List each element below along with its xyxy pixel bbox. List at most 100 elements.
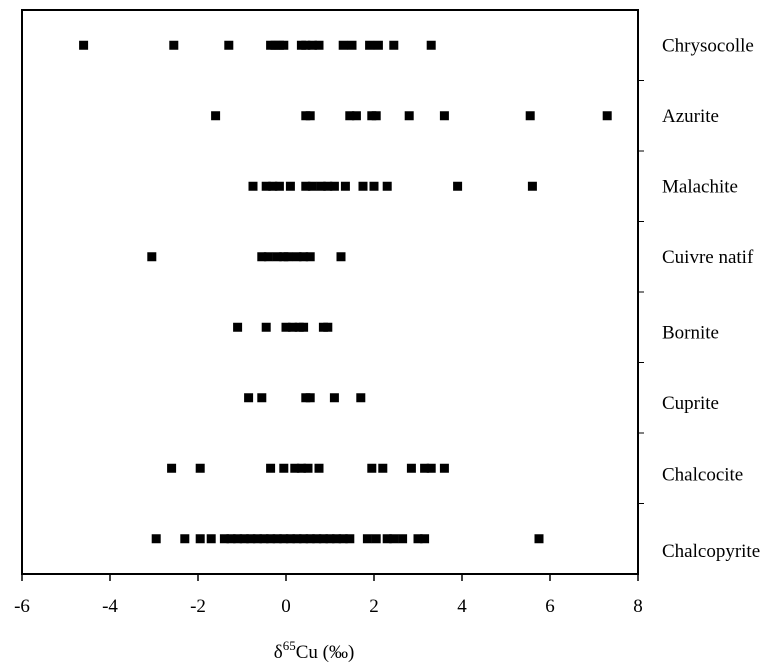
data-point [312, 534, 322, 544]
data-point [413, 534, 423, 544]
data-point [336, 252, 346, 262]
data-point [301, 181, 311, 191]
category-label: Chalcocite [662, 464, 743, 485]
data-point [272, 252, 282, 262]
data-point [373, 40, 383, 50]
data-point [439, 463, 449, 473]
data-point [279, 534, 289, 544]
data-point [257, 252, 267, 262]
x-axis-title: δ65Cu (‰) [274, 638, 355, 663]
data-point [404, 111, 414, 121]
data-point [371, 111, 381, 121]
category-label: Cuivre natif [662, 247, 754, 268]
data-point [420, 463, 430, 473]
data-point [338, 534, 348, 544]
data-point [329, 393, 339, 403]
data-point [426, 463, 436, 473]
data-point [299, 534, 309, 544]
data-point [367, 463, 377, 473]
data-point [340, 181, 350, 191]
data-point [325, 534, 335, 544]
x-tick-label: -6 [14, 596, 30, 617]
data-point [290, 463, 300, 473]
data-point [382, 534, 392, 544]
data-point [226, 534, 236, 544]
data-point [534, 534, 544, 544]
data-point [259, 534, 269, 544]
data-point [244, 393, 254, 403]
data-point [285, 181, 295, 191]
x-axis-ticks: -6 -4 -2 0 2 4 6 8 [14, 574, 643, 617]
data-point [233, 322, 243, 332]
data-point [318, 534, 328, 544]
data-point [305, 252, 315, 262]
data-point [219, 534, 229, 544]
data-point [332, 534, 342, 544]
data-point [285, 534, 295, 544]
category-label: Malachite [662, 176, 738, 197]
x-axis-title-rest: Cu (‰) [296, 642, 355, 663]
data-point [338, 40, 348, 50]
data-point [453, 181, 463, 191]
data-point [299, 252, 309, 262]
data-point [389, 534, 399, 544]
data-point [288, 322, 298, 332]
data-point [266, 463, 276, 473]
data-point [305, 393, 315, 403]
data-point [301, 40, 311, 50]
data-point [195, 534, 205, 544]
data-point [362, 534, 372, 544]
data-point [347, 40, 357, 50]
category-ticks [638, 80, 644, 504]
x-axis-title-superscript: 65 [283, 638, 296, 653]
data-point [263, 252, 273, 262]
data-point [323, 322, 333, 332]
data-point [169, 40, 179, 50]
x-tick-label: 6 [545, 596, 555, 617]
data-point [420, 534, 430, 544]
data-point [345, 111, 355, 121]
x-tick-label: 8 [633, 596, 643, 617]
data-point [365, 40, 375, 50]
category-label: Chalcopyrite [662, 541, 760, 562]
x-tick-label: 2 [369, 596, 379, 617]
data-point [266, 534, 276, 544]
data-point [239, 534, 249, 544]
data-point [281, 322, 291, 332]
data-point [358, 181, 368, 191]
category-label: Bornite [662, 322, 719, 343]
data-point [305, 534, 315, 544]
data-point [345, 534, 355, 544]
data-point [303, 463, 313, 473]
data-point [329, 181, 339, 191]
data-point [147, 252, 157, 262]
data-point [439, 111, 449, 121]
data-point [248, 181, 258, 191]
category-labels: Chrysocolle Azurite Malachite Cuivre natif B… [662, 35, 760, 562]
data-point [261, 181, 271, 191]
data-point [195, 463, 205, 473]
data-point [246, 534, 256, 544]
data-point [261, 322, 271, 332]
data-point [274, 181, 284, 191]
data-point [211, 111, 221, 121]
data-point [292, 252, 302, 262]
data-point [79, 40, 89, 50]
data-point [272, 534, 282, 544]
data-point [525, 111, 535, 121]
data-point [356, 393, 366, 403]
data-point [279, 40, 289, 50]
data-point [351, 111, 361, 121]
data-point [151, 534, 161, 544]
data-point [406, 463, 416, 473]
data-point [283, 252, 293, 262]
data-point [426, 40, 436, 50]
category-label: Chrysocolle [662, 35, 754, 56]
plot-frame [21, 9, 639, 575]
data-point [296, 463, 306, 473]
data-point [305, 111, 315, 121]
data-point [299, 322, 309, 332]
x-tick-label: 4 [457, 596, 467, 617]
data-point [167, 463, 177, 473]
data-point [307, 181, 317, 191]
